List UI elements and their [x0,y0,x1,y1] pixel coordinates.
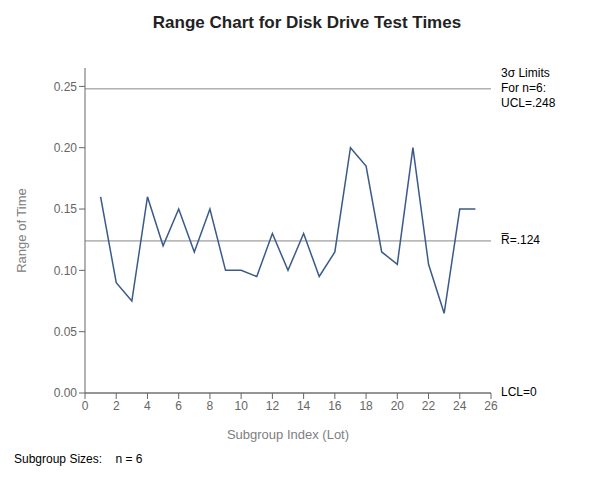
svg-text:18: 18 [359,399,373,413]
html-text:Subgroup Sizes: n = 6: Subgroup Sizes: n = 6 [14,452,143,466]
svg-text:24: 24 [453,399,467,413]
svg-text:26: 26 [484,399,498,413]
svg-text:Subgroup Index (Lot): Subgroup Index (Lot) [227,427,349,442]
svg-text:0.05: 0.05 [54,325,78,339]
svg-text:Range of Time: Range of Time [14,188,29,273]
svg-text:4: 4 [144,399,151,413]
svg-text:16: 16 [328,399,342,413]
svg-text:22: 22 [422,399,436,413]
svg-text:20: 20 [391,399,405,413]
svg-text:14: 14 [297,399,311,413]
html-text:Range Chart for Disk Drive Tes: Range Chart for Disk Drive Test Times [152,13,462,32]
svg-text:6: 6 [175,399,182,413]
svg-text:0.10: 0.10 [54,264,78,278]
svg-text:10: 10 [234,399,248,413]
svg-text:3σ LimitsFor n=6:UCL=.248: 3σ LimitsFor n=6:UCL=.248 [501,66,556,110]
svg-text:0: 0 [82,399,89,413]
svg-text:LCL=0: LCL=0 [501,385,537,399]
svg-text:8: 8 [207,399,214,413]
svg-text:0.20: 0.20 [54,141,78,155]
svg-text:R̅=.124: R̅=.124 [501,233,540,247]
svg-text:0.25: 0.25 [54,80,78,94]
svg-text:12: 12 [266,399,280,413]
svg-text:0.15: 0.15 [54,202,78,216]
svg-text:2: 2 [113,399,120,413]
svg-text:0.00: 0.00 [54,386,78,400]
